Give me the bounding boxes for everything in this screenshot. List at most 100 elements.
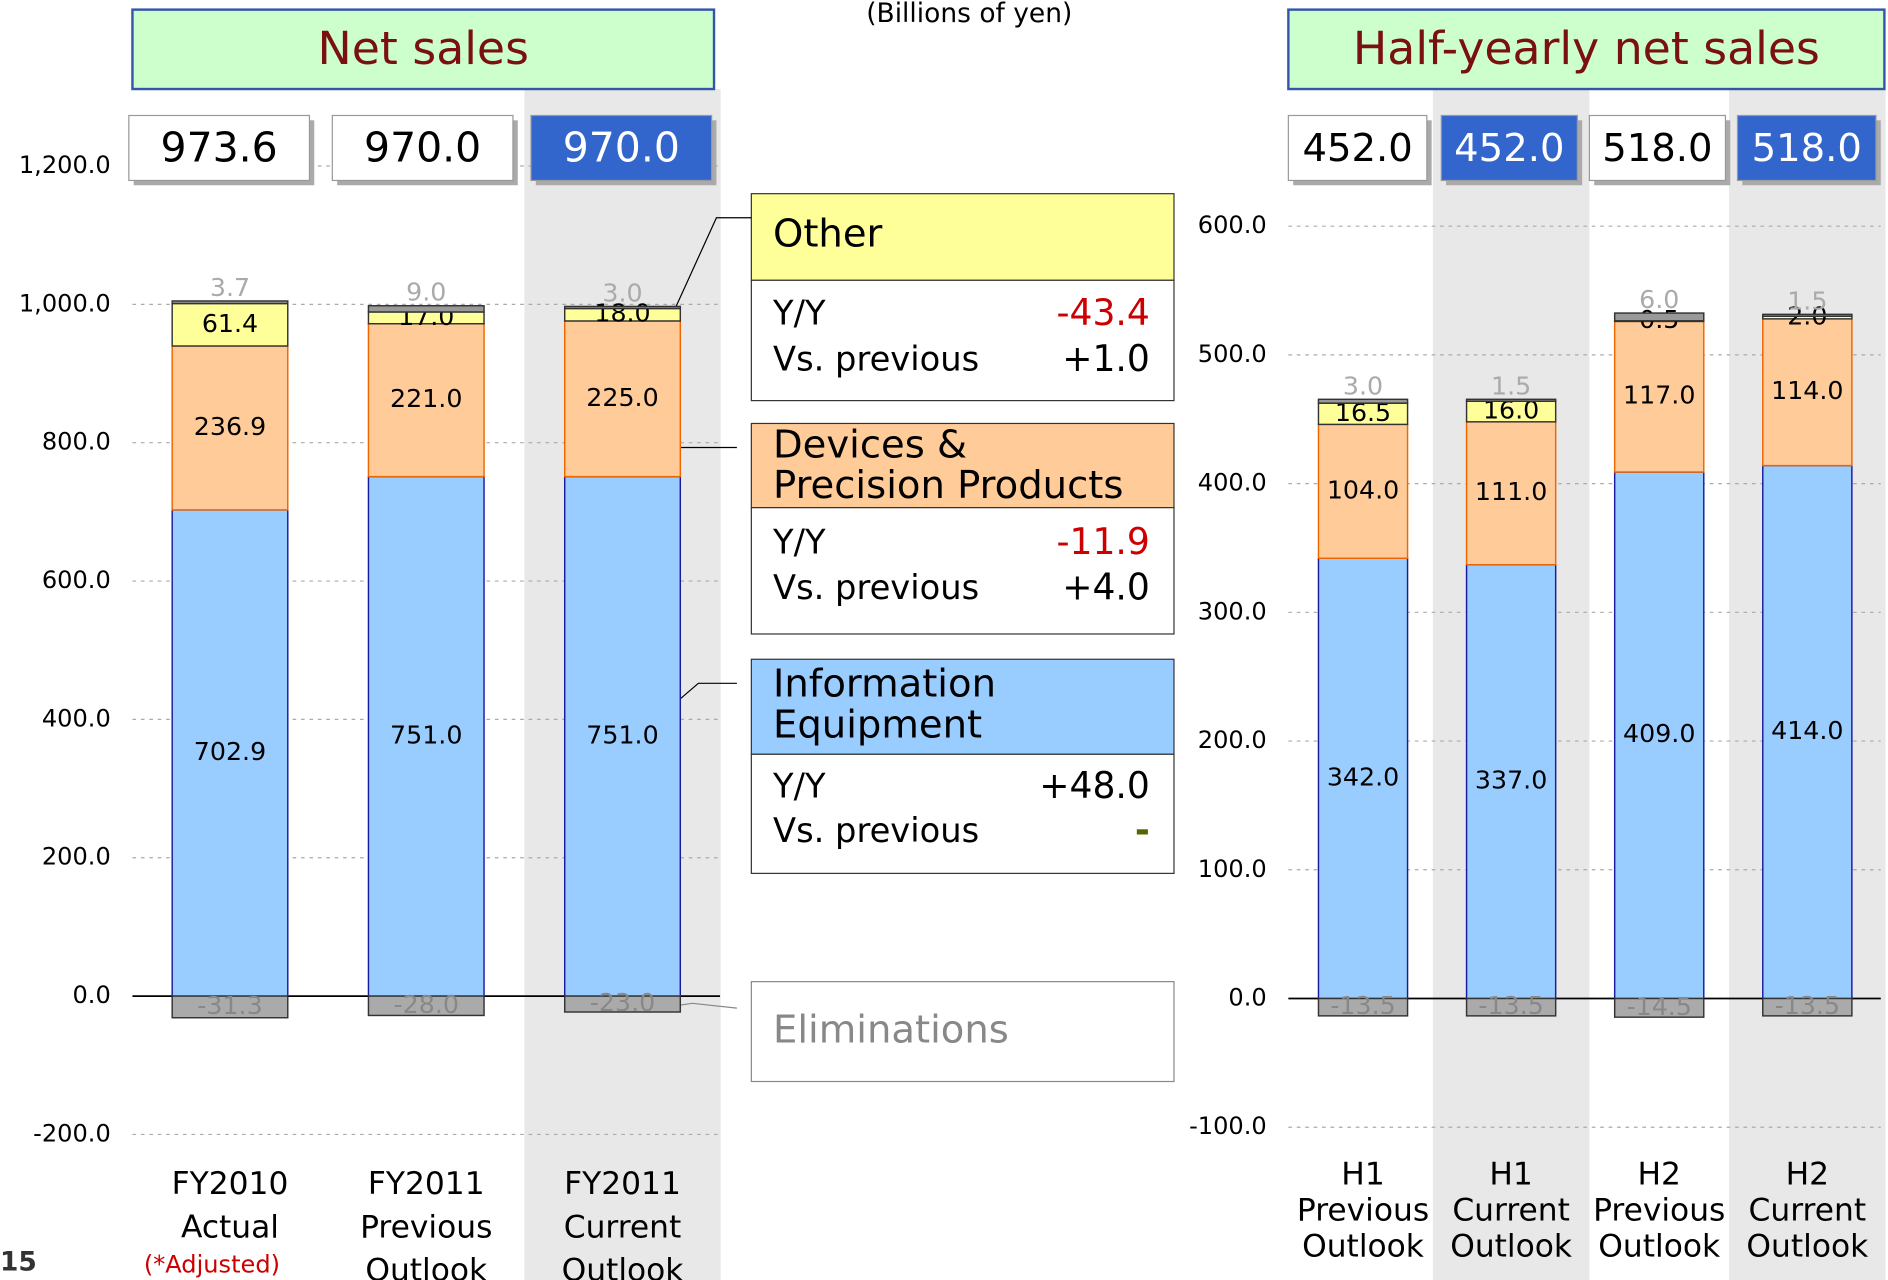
panel-header <box>750 981 1175 1083</box>
data-label: -14.5 <box>1627 992 1692 1021</box>
data-label: 414.0 <box>1771 716 1843 745</box>
x-tick-label: Current <box>564 1209 682 1245</box>
data-label: -23.0 <box>590 988 655 1017</box>
title-box <box>1287 8 1886 91</box>
bar-segment <box>171 345 289 511</box>
bar-segment <box>1762 318 1853 467</box>
data-label: 6.0 <box>1639 285 1679 314</box>
row-label: Y/Y <box>772 522 826 561</box>
panel-title-line: Equipment <box>773 702 982 747</box>
panel-title-line: Devices & <box>773 422 967 467</box>
data-label: 221.0 <box>390 384 462 413</box>
y-tick-label: 0.0 <box>72 981 110 1009</box>
data-label: 61.4 <box>202 309 258 338</box>
data-label: 117.0 <box>1623 381 1695 410</box>
data-label: 751.0 <box>586 720 658 749</box>
panel-title-line: Information <box>773 661 996 706</box>
panel-title: Other <box>773 211 883 256</box>
y-tick-label: -100.0 <box>1189 1112 1267 1140</box>
total-label: 970.0 <box>364 123 481 171</box>
bar-segment <box>563 995 682 1013</box>
total-box <box>128 114 311 182</box>
x-tick-label: H2 <box>1637 1156 1680 1192</box>
total-box <box>1440 114 1578 182</box>
y-tick-label: 400.0 <box>1198 469 1267 497</box>
total-box <box>1588 114 1727 182</box>
y-tick-label: 0.0 <box>1228 984 1266 1012</box>
chart-title: Net sales <box>318 22 529 75</box>
data-label: -28.0 <box>394 990 459 1019</box>
total-label: 970.0 <box>563 123 680 171</box>
panel-title: Eliminations <box>773 1008 1009 1053</box>
y-tick-label: 200.0 <box>42 843 111 871</box>
panel-title: Information Equipment <box>773 661 996 747</box>
x-tick-label: Outlook <box>1450 1229 1573 1265</box>
x-tick-label: FY2011 <box>564 1166 681 1202</box>
bar-segment <box>1465 398 1557 402</box>
x-tick-label: Outlook <box>562 1253 685 1280</box>
bar-segment <box>367 995 485 1017</box>
total-label: 452.0 <box>1302 126 1412 171</box>
x-tick-label: FY2011 <box>368 1166 485 1202</box>
data-label: -13.5 <box>1775 991 1840 1020</box>
y-tick-label: 300.0 <box>1198 597 1267 625</box>
bar-segment <box>563 305 682 310</box>
x-tick-label: Previous <box>1297 1192 1429 1228</box>
y-tick-label: 400.0 <box>42 704 111 732</box>
data-label: -13.5 <box>1330 991 1395 1020</box>
title-box <box>131 8 716 91</box>
panel-title: Devices & Precision Products <box>773 422 1123 508</box>
x-tick-label: Previous <box>1593 1192 1725 1228</box>
bar-segment <box>1613 320 1705 473</box>
bar-segment <box>367 305 485 313</box>
data-label: 236.9 <box>194 412 266 441</box>
bar-segment <box>1317 557 1409 1000</box>
y-tick-label: 200.0 <box>1198 726 1267 754</box>
yoy-value: +48.0 <box>1039 764 1150 807</box>
x-tick-label: H1 <box>1489 1156 1532 1192</box>
bar-segment <box>1613 471 1705 1000</box>
x-tick-label: Outlook <box>1302 1229 1425 1265</box>
panel-text: Other Y/Y Vs. previous -43.4+1.0 Devices & Pr… <box>772 211 1150 1052</box>
data-label: 104.0 <box>1327 475 1399 504</box>
row-label: Vs. previous <box>773 568 979 607</box>
row-label: Y/Y <box>772 294 826 333</box>
bar-segment <box>1465 563 1557 1000</box>
data-label: 702.9 <box>194 737 266 766</box>
data-label: 3.0 <box>602 278 642 307</box>
bar-segment <box>171 300 289 305</box>
x-tick-label: H1 <box>1341 1156 1384 1192</box>
panel-title-line: Precision Products <box>773 463 1123 508</box>
panel-body <box>750 753 1175 874</box>
data-label: 3.0 <box>1343 371 1383 400</box>
y-tick-label: 800.0 <box>42 428 111 456</box>
row-label: Vs. previous <box>773 339 979 378</box>
leader-line <box>673 217 752 311</box>
x-tick-label: Outlook <box>365 1253 488 1280</box>
data-label: 225.0 <box>586 383 658 412</box>
y-tick-label: 600.0 <box>1198 211 1267 239</box>
data-label: 1.5 <box>1491 371 1531 400</box>
bar-segment <box>563 320 682 478</box>
bar-segment <box>1762 313 1853 317</box>
x-tick-label: Actual <box>181 1209 279 1245</box>
bar-segment <box>1317 398 1409 404</box>
y-tick-label: 1,200.0 <box>19 151 111 179</box>
page-number: 15 <box>0 1247 37 1278</box>
x-tick-label: H2 <box>1786 1156 1829 1192</box>
total-box <box>1287 114 1428 182</box>
chart-title: Half-yearly net sales <box>1353 22 1820 75</box>
data-label: 3.7 <box>210 273 250 302</box>
units-label: (Billions of yen) <box>866 0 1072 29</box>
yoy-value: -11.9 <box>1056 520 1149 563</box>
panel-header <box>750 193 1175 281</box>
data-label: 409.0 <box>1623 719 1695 748</box>
x-tick-label: Previous <box>360 1209 492 1245</box>
total-label: 452.0 <box>1454 126 1564 171</box>
y-tick-label: 600.0 <box>42 566 111 594</box>
data-label: 337.0 <box>1475 766 1547 795</box>
panel-body <box>750 507 1175 635</box>
bar-segment <box>367 323 485 478</box>
x-tick-label: FY2010 <box>172 1166 289 1202</box>
